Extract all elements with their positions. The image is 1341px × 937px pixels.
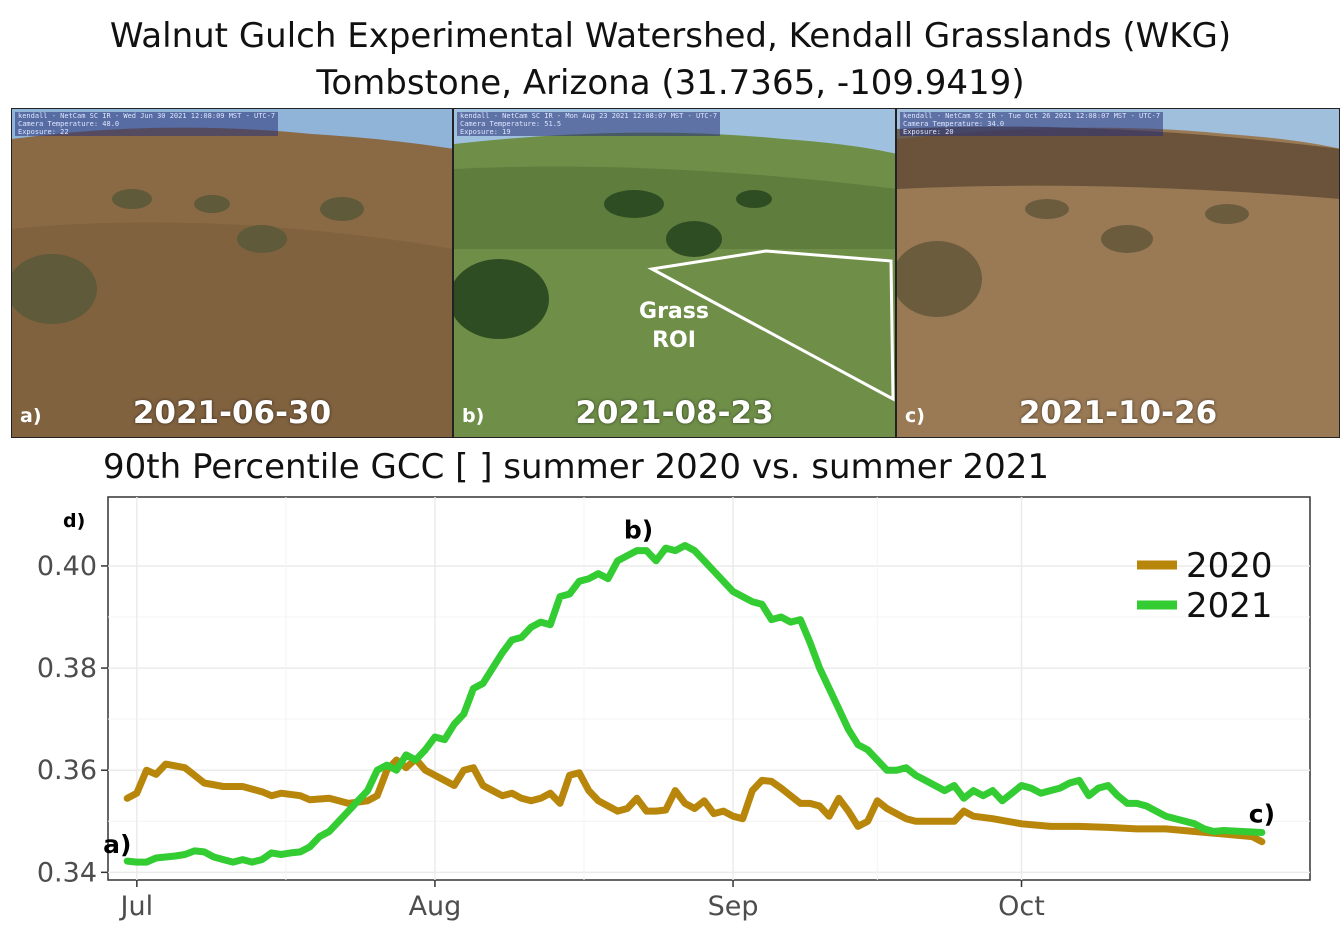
x-tick-label: Oct xyxy=(998,891,1045,922)
plot-panel xyxy=(107,496,1311,881)
grass-roi-outline xyxy=(647,249,895,402)
legend-label-2021: 2021 xyxy=(1186,586,1273,626)
panel-label-a: a) xyxy=(20,405,42,427)
y-tick-label: 0.36 xyxy=(37,755,97,786)
legend-label-2020: 2020 xyxy=(1186,546,1273,586)
y-tick-label: 0.38 xyxy=(37,653,97,684)
camera-info-overlay-a: kendall - NetCam SC IR - Wed Jun 30 2021… xyxy=(15,112,279,136)
camera-info-overlay-b: kendall - NetCam SC IR - Mon Aug 23 2021… xyxy=(457,112,721,136)
point-annotations: a) b) c) xyxy=(103,516,1275,859)
x-tick-label: Sep xyxy=(708,891,759,922)
annotation-b: b) xyxy=(624,516,653,545)
figure-title-line-2: Tombstone, Arizona (31.7365, -109.9419) xyxy=(316,63,1025,103)
panel-label-c: c) xyxy=(905,405,925,427)
camera-info-overlay-c: kendall - NetCam SC IR - Tue Oct 26 2021… xyxy=(900,112,1164,136)
annotation-c: c) xyxy=(1249,800,1275,829)
annotation-a: a) xyxy=(103,830,131,859)
series-line-2020 xyxy=(123,755,1266,846)
photo-panel-a: kendall - NetCam SC IR - Wed Jun 30 2021… xyxy=(11,108,453,438)
photo-date-a: 2021-06-30 xyxy=(132,395,332,431)
photo-date-b: 2021-08-23 xyxy=(575,395,774,431)
chart-title: 90th Percentile GCC [ ] summer 2020 vs. … xyxy=(103,447,1050,487)
panel-label-b: b) xyxy=(462,405,485,427)
x-tick-label: Aug xyxy=(409,891,462,922)
grass-roi-label: Grass ROI xyxy=(639,299,709,353)
photo-panel-c: kendall - NetCam SC IR - Tue Oct 26 2021… xyxy=(896,108,1340,438)
x-tick-label: Jul xyxy=(119,891,154,922)
landscape-photo-a xyxy=(12,109,452,437)
landscape-photo-c xyxy=(897,109,1339,437)
photo-panel-b: kendall - NetCam SC IR - Mon Aug 23 2021… xyxy=(453,108,896,438)
figure-title-line-1: Walnut Gulch Experimental Watershed, Ken… xyxy=(109,16,1232,56)
series-line-2021 xyxy=(123,542,1266,866)
y-tick-label: 0.34 xyxy=(37,857,97,888)
gridlines xyxy=(108,497,1310,880)
photo-date-c: 2021-10-26 xyxy=(1018,395,1218,431)
x-axis: Jul Aug Sep Oct xyxy=(119,880,1045,922)
panel-label-d: d) xyxy=(63,510,85,532)
series-lines xyxy=(123,542,1266,866)
y-tick-label: 0.40 xyxy=(37,551,97,582)
y-axis: 0.34 0.36 0.38 0.40 xyxy=(37,551,108,888)
